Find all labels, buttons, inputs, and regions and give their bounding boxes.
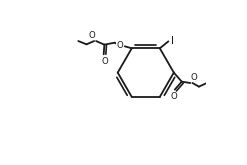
- Text: O: O: [89, 31, 95, 40]
- Text: O: O: [101, 57, 108, 66]
- Text: O: O: [116, 41, 123, 50]
- Text: O: O: [170, 92, 177, 101]
- Text: I: I: [171, 36, 174, 46]
- Text: O: O: [191, 73, 197, 82]
